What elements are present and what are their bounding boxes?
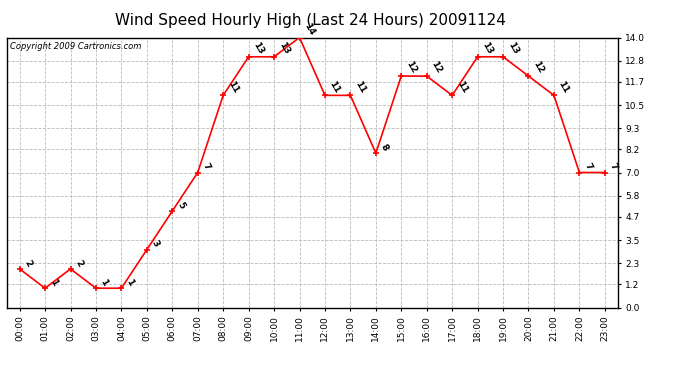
Text: 12: 12 [429,60,444,75]
Text: Copyright 2009 Cartronics.com: Copyright 2009 Cartronics.com [10,42,141,51]
Text: 7: 7 [608,162,619,172]
Text: 7: 7 [582,162,593,172]
Text: 13: 13 [251,40,266,56]
Text: 12: 12 [404,60,418,75]
Text: 11: 11 [226,79,240,94]
Text: 3: 3 [150,239,161,249]
Text: 2: 2 [73,258,84,268]
Text: 1: 1 [48,278,59,287]
Text: 13: 13 [480,40,495,56]
Text: 13: 13 [277,40,291,56]
Text: 1: 1 [124,278,135,287]
Text: 11: 11 [353,79,367,94]
Text: 11: 11 [455,79,469,94]
Text: 1: 1 [99,278,110,287]
Text: 12: 12 [531,60,545,75]
Text: 11: 11 [557,79,571,94]
Text: 5: 5 [175,200,186,210]
Text: 11: 11 [328,79,342,94]
Text: 14: 14 [302,21,317,37]
Text: 2: 2 [22,258,33,268]
Text: 7: 7 [201,162,212,172]
Text: Wind Speed Hourly High (Last 24 Hours) 20091124: Wind Speed Hourly High (Last 24 Hours) 2… [115,13,506,28]
Text: 8: 8 [379,142,390,152]
Text: 13: 13 [506,40,520,56]
